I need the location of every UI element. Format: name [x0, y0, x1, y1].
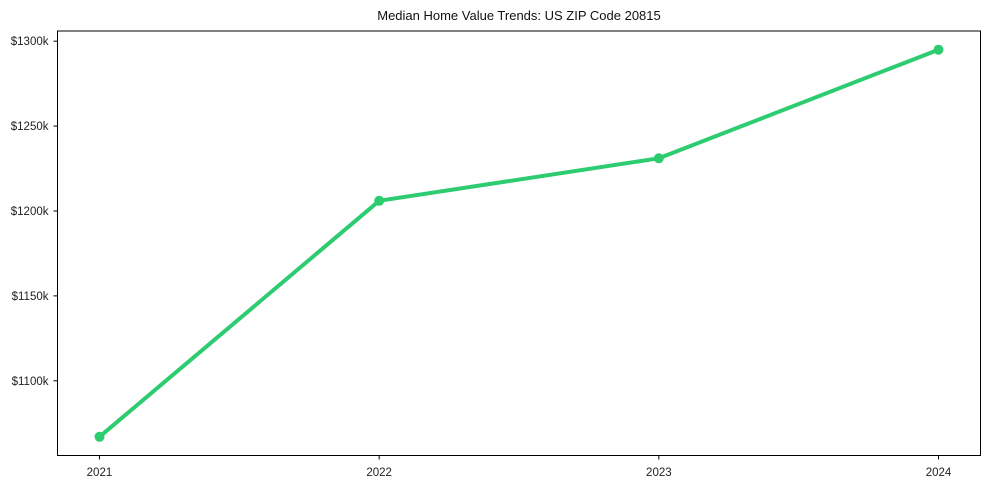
- plot-area: $1100k $1150k $1200k $1250k $1300k 2021 2022 20…: [11, 30, 981, 479]
- y-axis-tick-label: $1250k: [11, 121, 49, 133]
- plot-border: [57, 30, 981, 456]
- data-point-2024: [933, 44, 944, 55]
- y-axis-tick-label: $1300k: [11, 36, 49, 48]
- trend-line: [97, 47, 941, 439]
- y-axis-tick-label: $1200k: [11, 206, 49, 218]
- x-axis-tick-label: 2023: [646, 467, 672, 479]
- data-point-2023: [653, 153, 664, 164]
- x-axis-tick-label: 2024: [926, 467, 952, 479]
- chart-title: Median Home Value Trends: US ZIP Code 20…: [377, 8, 661, 23]
- x-axis-tick-label: 2022: [366, 467, 392, 479]
- x-axis-tick-label: 2021: [87, 467, 113, 479]
- y-axis-tick-label: $1150k: [12, 291, 49, 303]
- data-point-2021: [94, 431, 105, 442]
- data-point-2022: [374, 195, 385, 206]
- y-axis-tick-label: $1100k: [12, 376, 49, 388]
